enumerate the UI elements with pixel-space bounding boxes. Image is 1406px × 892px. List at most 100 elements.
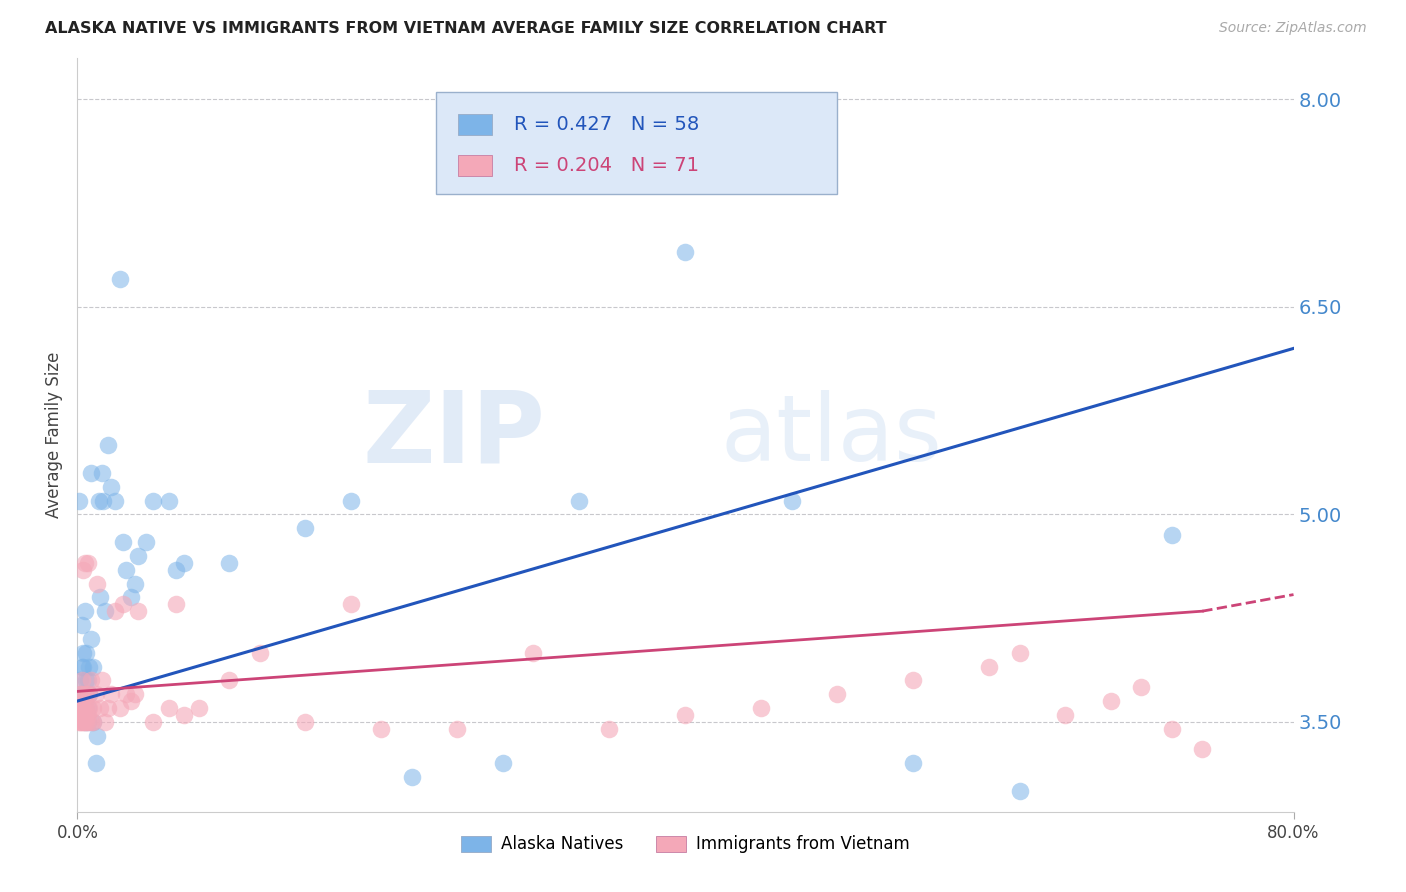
FancyBboxPatch shape — [436, 92, 838, 194]
Point — [67, 701, 90, 715]
Point — [1130, 680, 1153, 694]
Point — [84, 756, 107, 771]
Point — [340, 493, 363, 508]
Point — [370, 722, 392, 736]
Point — [91, 493, 114, 508]
Point — [135, 535, 157, 549]
Point — [522, 646, 544, 660]
Point — [1191, 742, 1213, 756]
Point — [188, 701, 211, 715]
Point — [80, 466, 103, 480]
Point — [79, 687, 101, 701]
Point — [89, 701, 111, 715]
Point — [67, 707, 90, 722]
Point — [780, 493, 803, 508]
Point — [77, 714, 100, 729]
Point — [157, 493, 180, 508]
Point — [165, 563, 187, 577]
Point — [69, 714, 91, 729]
Point — [1161, 722, 1184, 736]
Point — [73, 687, 96, 701]
Point — [104, 604, 127, 618]
Point — [1008, 646, 1031, 660]
Point — [69, 707, 91, 722]
Point — [218, 556, 240, 570]
Point — [111, 535, 134, 549]
Point — [568, 493, 591, 508]
Point — [124, 687, 146, 701]
Point — [70, 659, 93, 673]
Point — [69, 701, 91, 715]
Y-axis label: Average Family Size: Average Family Size — [45, 351, 63, 518]
Point — [165, 597, 187, 611]
Point — [218, 673, 240, 688]
Point — [75, 687, 97, 701]
Point — [1008, 784, 1031, 798]
Point — [675, 244, 697, 259]
Point — [903, 673, 925, 688]
Point — [72, 646, 94, 660]
Point — [79, 687, 101, 701]
Point — [86, 576, 108, 591]
Point — [294, 521, 316, 535]
Point — [70, 687, 93, 701]
Point — [77, 714, 100, 729]
Point — [72, 701, 94, 715]
Point — [69, 707, 91, 722]
Point — [80, 673, 103, 688]
Point — [77, 556, 100, 570]
Point — [73, 707, 96, 722]
Point — [73, 604, 96, 618]
Point — [173, 556, 195, 570]
Point — [75, 701, 97, 715]
Point — [69, 673, 91, 688]
Point — [1099, 694, 1122, 708]
Point — [70, 673, 93, 688]
Point — [82, 701, 104, 715]
Point — [70, 687, 93, 701]
Point — [67, 701, 90, 715]
Text: ALASKA NATIVE VS IMMIGRANTS FROM VIETNAM AVERAGE FAMILY SIZE CORRELATION CHART: ALASKA NATIVE VS IMMIGRANTS FROM VIETNAM… — [45, 21, 887, 36]
Legend: Alaska Natives, Immigrants from Vietnam: Alaska Natives, Immigrants from Vietnam — [454, 829, 917, 860]
Point — [104, 493, 127, 508]
Point — [108, 272, 131, 286]
Point — [93, 714, 115, 729]
Point — [120, 694, 142, 708]
Point — [72, 707, 94, 722]
Point — [115, 687, 138, 701]
Point — [70, 618, 93, 632]
Point — [67, 493, 90, 508]
Point — [87, 493, 110, 508]
Point — [340, 597, 363, 611]
Point — [75, 714, 97, 729]
Point — [70, 701, 93, 715]
Point — [79, 659, 101, 673]
Point — [72, 701, 94, 715]
Point — [77, 707, 100, 722]
Point — [70, 694, 93, 708]
Text: atlas: atlas — [720, 390, 942, 480]
Point — [1054, 707, 1077, 722]
Point — [100, 687, 122, 701]
Text: Source: ZipAtlas.com: Source: ZipAtlas.com — [1219, 21, 1367, 35]
Text: R = 0.427   N = 58: R = 0.427 N = 58 — [515, 115, 699, 134]
Point — [294, 714, 316, 729]
Point — [446, 722, 468, 736]
Point — [97, 701, 120, 715]
Point — [675, 707, 697, 722]
Point — [111, 597, 134, 611]
Text: R = 0.204   N = 71: R = 0.204 N = 71 — [515, 156, 699, 175]
Point — [73, 714, 96, 729]
Point — [93, 604, 115, 618]
Point — [80, 632, 103, 646]
Point — [115, 563, 138, 577]
Point — [84, 687, 107, 701]
Point — [67, 714, 90, 729]
Point — [72, 563, 94, 577]
Point — [70, 694, 93, 708]
Point — [100, 480, 122, 494]
Point — [173, 707, 195, 722]
Point — [77, 673, 100, 688]
Point — [492, 756, 515, 771]
Point — [77, 701, 100, 715]
